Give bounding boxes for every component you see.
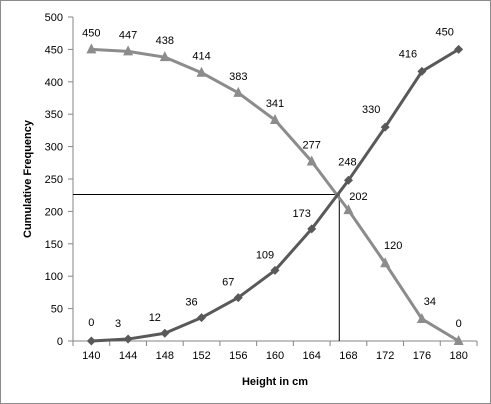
data-label: 67 (222, 277, 234, 289)
x-tick-label: 164 (303, 350, 321, 362)
y-tick-label: 100 (45, 271, 63, 283)
diamond-marker (124, 335, 133, 344)
y-tick-label: 300 (45, 142, 63, 154)
data-label: 447 (119, 29, 137, 41)
data-label: 202 (349, 191, 367, 203)
x-tick-label: 176 (413, 350, 431, 362)
data-label: 450 (82, 27, 100, 39)
x-tick-label: 172 (376, 350, 394, 362)
y-tick-label: 350 (45, 109, 63, 121)
y-tick-label: 250 (45, 174, 63, 186)
data-label: 330 (362, 104, 380, 116)
data-label: 414 (192, 51, 210, 63)
data-label: 12 (149, 312, 161, 324)
data-label: 277 (303, 140, 321, 152)
data-label: 438 (156, 35, 174, 47)
data-label: 173 (293, 208, 311, 220)
data-labels: 450 447 438 414 383 341 277 202 120 34 0 0 3 12 36 67 10… (82, 26, 462, 330)
x-tick-label: 180 (449, 350, 467, 362)
data-label: 341 (266, 98, 284, 110)
y-tick-label: 200 (45, 206, 63, 218)
data-label: 36 (185, 297, 197, 309)
diamond-marker (160, 329, 169, 338)
data-label: 34 (424, 296, 436, 308)
x-axis-title: Height in cm (242, 376, 308, 388)
data-label: 0 (456, 318, 462, 330)
data-label: 0 (88, 317, 94, 329)
y-tick-label: 50 (51, 304, 63, 316)
data-label: 109 (256, 249, 274, 261)
x-tick-label: 156 (229, 350, 247, 362)
series-line-less-than (91, 49, 458, 341)
data-label: 248 (338, 156, 356, 168)
x-tick-label: 140 (82, 350, 100, 362)
diamond-marker (87, 337, 96, 346)
y-axis-title: Cumulative Frequency (22, 119, 34, 238)
x-tick-label: 152 (192, 350, 210, 362)
y-tick-label: 500 (45, 12, 63, 24)
data-label: 416 (399, 48, 417, 60)
y-tick-label: 150 (45, 239, 63, 251)
y-tick-label: 0 (57, 336, 63, 348)
data-label: 383 (229, 71, 247, 83)
y-tick-label: 450 (45, 44, 63, 56)
data-label: 450 (435, 26, 453, 38)
data-label: 120 (384, 240, 402, 252)
x-tick-label: 148 (156, 350, 174, 362)
series-line-more-than (91, 49, 458, 341)
y-tick-label: 400 (45, 77, 63, 89)
data-label: 3 (115, 318, 121, 330)
x-tick-label: 168 (339, 350, 357, 362)
x-tick-label: 160 (266, 350, 284, 362)
x-tick-label: 144 (119, 350, 137, 362)
